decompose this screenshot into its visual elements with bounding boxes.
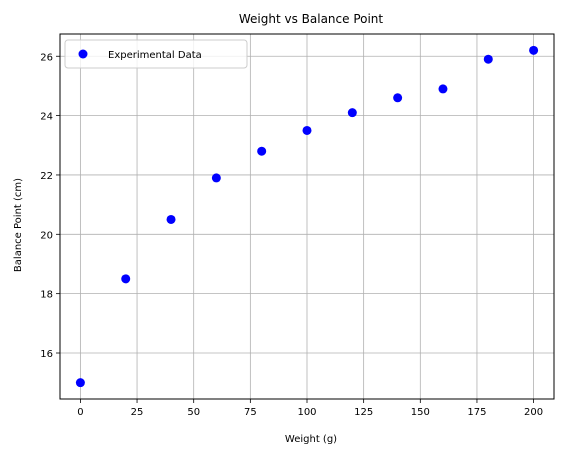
y-axis-ticks: 16 18 20 22 24 26	[40, 52, 60, 360]
data-point	[393, 93, 403, 103]
y-axis-label: Balance Point (cm)	[13, 178, 24, 272]
data-point	[121, 274, 131, 284]
data-point	[483, 54, 493, 64]
x-tick-label: 75	[244, 407, 257, 418]
data-point	[166, 214, 176, 224]
x-tick-label: 0	[77, 407, 83, 418]
data-point	[257, 146, 267, 156]
legend-box	[64, 39, 248, 69]
chart-title: Weight vs Balance Point	[239, 12, 384, 26]
y-tick-label: 26	[40, 52, 53, 63]
y-tick-label: 22	[40, 171, 53, 182]
x-tick-label: 175	[467, 407, 486, 418]
y-tick-label: 20	[40, 230, 53, 241]
data-point	[302, 125, 312, 135]
x-tick-label: 150	[411, 407, 430, 418]
y-tick-label: 16	[40, 349, 53, 360]
x-tick-label: 25	[131, 407, 144, 418]
data-point	[529, 45, 539, 55]
x-tick-label: 100	[297, 407, 316, 418]
data-point	[75, 378, 85, 388]
data-point	[211, 173, 221, 183]
grid	[60, 34, 554, 399]
x-axis-ticks: 0 25 50 75 100 125 150 175 200	[77, 399, 543, 418]
x-tick-label: 125	[354, 407, 373, 418]
x-tick-label: 50	[187, 407, 200, 418]
data-point	[438, 84, 448, 94]
data-points	[75, 45, 539, 388]
legend: Experimental Data	[64, 39, 248, 69]
y-tick-label: 24	[40, 112, 53, 123]
y-tick-label: 18	[40, 290, 53, 301]
data-point	[347, 108, 357, 118]
legend-marker	[78, 49, 88, 59]
x-axis-label: Weight (g)	[285, 434, 337, 445]
legend-label: Experimental Data	[108, 50, 202, 61]
plot-frame	[59, 33, 555, 400]
x-tick-label: 200	[524, 407, 543, 418]
